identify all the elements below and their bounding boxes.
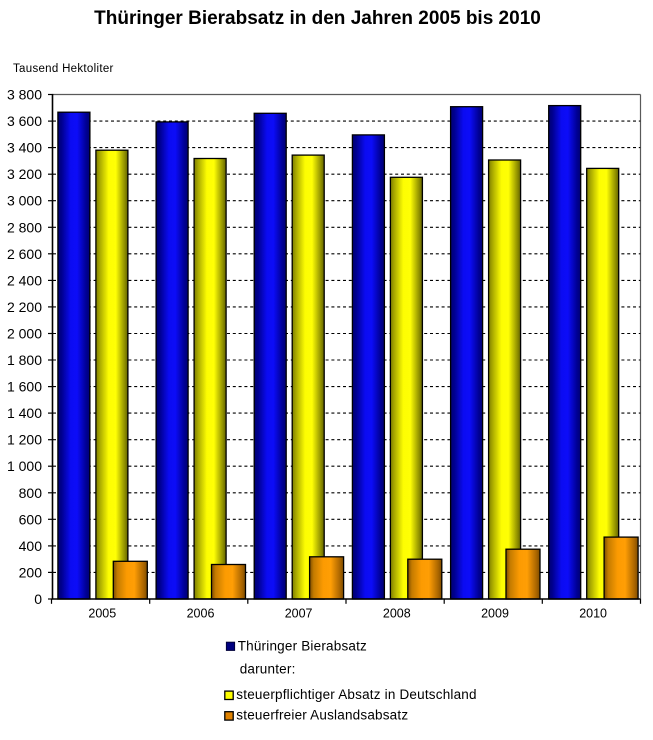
svg-text:Thüringer Bierabsatz in den Ja: Thüringer Bierabsatz in den Jahren 2005 … [94,8,541,29]
svg-text:800: 800 [19,485,43,501]
svg-text:400: 400 [19,538,43,554]
svg-text:2006: 2006 [187,607,215,621]
svg-text:2 600: 2 600 [7,246,42,262]
svg-text:0: 0 [34,591,42,607]
svg-text:1 600: 1 600 [7,379,42,395]
svg-text:2 400: 2 400 [7,272,42,288]
svg-text:2008: 2008 [383,607,411,621]
svg-text:3 200: 3 200 [7,166,42,182]
svg-text:Tausend Hektoliter: Tausend Hektoliter [13,63,114,75]
svg-text:2009: 2009 [481,607,509,621]
svg-text:steuerpflichtiger Absatz in De: steuerpflichtiger Absatz in Deutschland [236,687,476,702]
svg-text:2 200: 2 200 [7,299,42,315]
svg-text:600: 600 [19,511,43,527]
svg-text:1 800: 1 800 [7,352,42,368]
svg-text:1 200: 1 200 [7,432,42,448]
svg-text:2007: 2007 [285,607,313,621]
svg-text:200: 200 [19,564,43,580]
svg-text:2005: 2005 [88,607,116,621]
svg-text:3 000: 3 000 [7,193,42,209]
svg-text:Thüringer Bierabsatz: Thüringer Bierabsatz [238,639,367,654]
svg-text:1 400: 1 400 [7,405,42,421]
svg-text:2010: 2010 [579,607,607,621]
svg-text:3 800: 3 800 [7,87,42,103]
svg-text:2 000: 2 000 [7,326,42,342]
svg-text:2 800: 2 800 [7,219,42,235]
svg-text:steuerfreier Auslandsabsatz: steuerfreier Auslandsabsatz [236,708,408,723]
svg-text:darunter:: darunter: [240,661,296,676]
svg-text:3 400: 3 400 [7,140,42,156]
svg-text:1 000: 1 000 [7,458,42,474]
svg-text:3 600: 3 600 [7,113,42,129]
